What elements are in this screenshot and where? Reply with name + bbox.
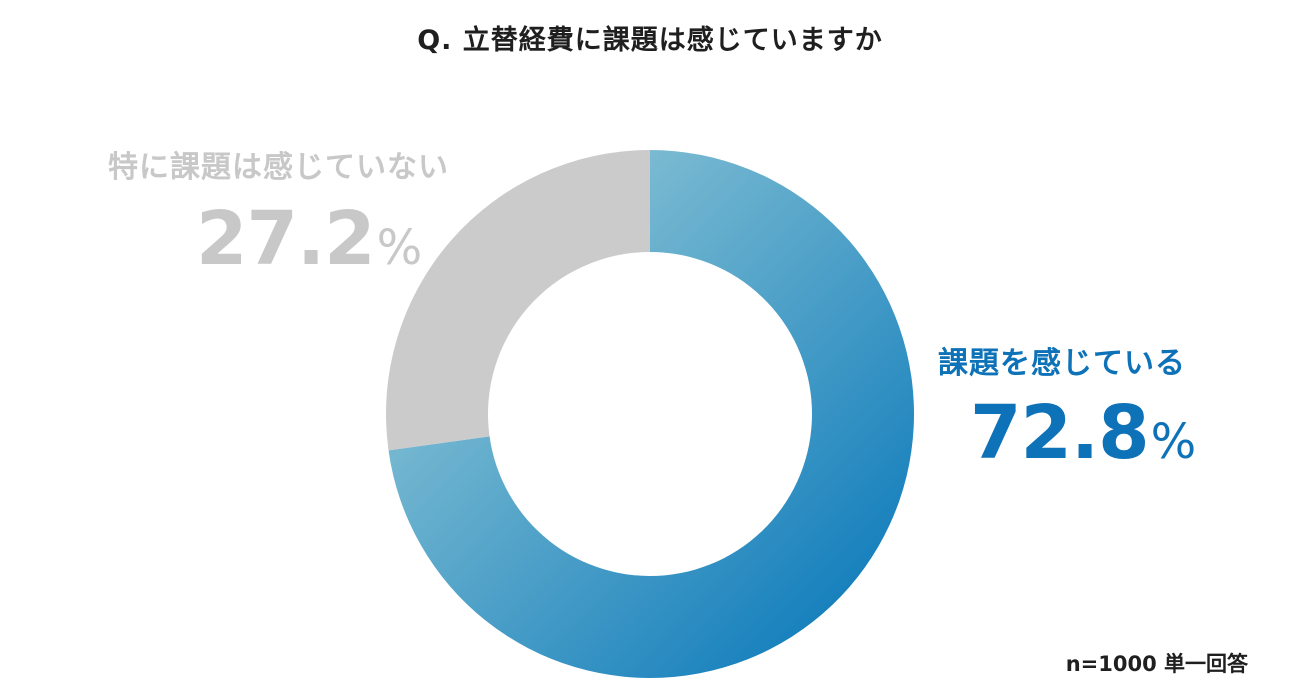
slice-label-main-name: 課題を感じている [938, 346, 1186, 381]
slice-value-main-number: 72.8 [970, 390, 1150, 476]
sample-note: n=1000 単一回答 [1065, 652, 1248, 676]
slice-value-other-unit: % [376, 220, 423, 276]
slice-label-main: 課題を感じている 72.8% [938, 338, 1196, 470]
slice-label-other-name: 特に課題は感じていない [108, 150, 449, 185]
slice-label-other-value: 27.2% [196, 202, 449, 276]
slice-label-other: 特に課題は感じていない 27.2% [108, 142, 449, 276]
slice-label-main-value: 72.8% [970, 396, 1196, 470]
donut-slice-other [386, 150, 650, 451]
chart-title: Q. 立替経費に課題は感じていますか [417, 25, 883, 56]
donut-slice-main [388, 150, 915, 678]
slice-value-other-number: 27.2 [196, 196, 376, 282]
slice-value-main-unit: % [1150, 414, 1197, 470]
